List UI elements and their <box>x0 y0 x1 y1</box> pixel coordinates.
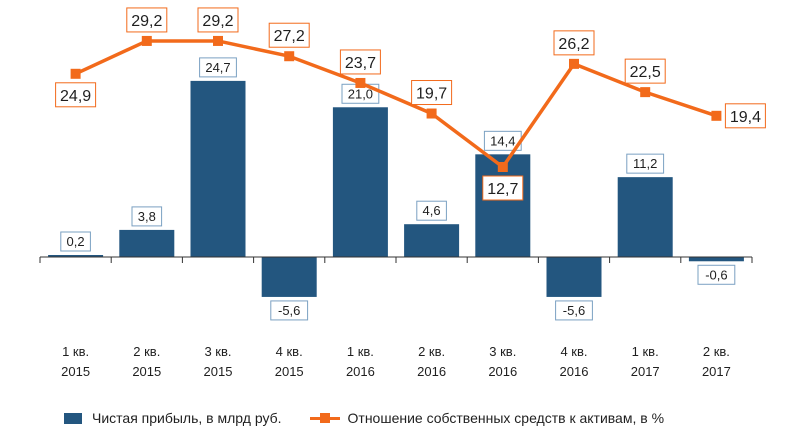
svg-text:19,7: 19,7 <box>416 86 447 103</box>
x-axis-labels: 1 кв. 2015 2 кв. 2015 3 кв. 2015 4 кв. 2015 1 кв… <box>61 344 731 379</box>
svg-text:4,6: 4,6 <box>423 203 441 218</box>
axis-ticks <box>39 257 753 263</box>
line-data-label: 23,7 <box>339 49 381 75</box>
line-series <box>70 35 722 172</box>
x-tick-label-quarter: 2 кв. <box>703 344 730 359</box>
x-tick-label-quarter: 1 кв. <box>62 344 89 359</box>
x-tick-label-quarter: 1 кв. <box>632 344 659 359</box>
line-marker <box>141 35 152 46</box>
bar <box>546 257 602 297</box>
line-marker <box>569 58 579 69</box>
svg-text:-5,6: -5,6 <box>563 303 585 318</box>
svg-text:0,2: 0,2 <box>67 234 85 249</box>
line-marker <box>213 35 223 46</box>
svg-text:19,4: 19,4 <box>730 109 761 126</box>
bar-data-label: 14,4 <box>483 130 522 151</box>
bar-value-labels: 0,2 3,8 24,7 -5,6 21,0 4,6 14,4 -5,6 11,2 -0,6 <box>60 57 736 321</box>
svg-text:24,7: 24,7 <box>205 60 230 75</box>
bar <box>688 257 744 262</box>
bar <box>617 177 673 257</box>
svg-text:12,7: 12,7 <box>487 181 518 198</box>
x-tick-label-year: 2015 <box>132 364 161 379</box>
legend-bar-label: Чистая прибыль, в млрд руб. <box>92 410 282 426</box>
bar-series <box>48 80 744 297</box>
x-tick-label-year: 2015 <box>61 364 90 379</box>
legend-bar-swatch <box>64 412 82 424</box>
x-tick-label-year: 2017 <box>631 364 660 379</box>
svg-text:-5,6: -5,6 <box>278 303 300 318</box>
svg-text:3,8: 3,8 <box>138 209 156 224</box>
line-data-label: 29,2 <box>126 7 168 33</box>
x-tick-label-quarter: 4 кв. <box>276 344 303 359</box>
legend-item-bars: Чистая прибыль, в млрд руб. <box>64 410 282 426</box>
line-data-label: 19,4 <box>724 103 766 129</box>
line-path <box>74 39 717 169</box>
legend: Чистая прибыль, в млрд руб. Отношение со… <box>64 410 692 426</box>
bar <box>190 80 246 257</box>
bar-data-label: 0,2 <box>60 231 91 252</box>
svg-text:27,2: 27,2 <box>274 28 305 45</box>
legend-item-line: Отношение собственных средств к активам,… <box>309 410 665 426</box>
svg-text:29,2: 29,2 <box>202 13 233 30</box>
bar-data-label: -0,6 <box>697 264 736 285</box>
bar-data-label: 11,2 <box>626 153 665 174</box>
bar <box>404 224 460 257</box>
line-marker <box>640 87 651 98</box>
line-data-label: 26,2 <box>553 30 595 56</box>
x-tick-label-quarter: 1 кв. <box>347 344 374 359</box>
bar <box>119 229 175 257</box>
x-tick-label-quarter: 3 кв. <box>204 344 231 359</box>
svg-text:-0,6: -0,6 <box>705 267 727 282</box>
line-data-label: 22,5 <box>624 58 666 84</box>
x-tick-label-quarter: 2 кв. <box>133 344 160 359</box>
line-marker <box>70 68 81 79</box>
x-tick-label-quarter: 3 кв. <box>489 344 516 359</box>
bar-data-label: 3,8 <box>131 206 163 227</box>
x-tick-label-quarter: 2 кв. <box>418 344 445 359</box>
line-marker <box>426 108 437 119</box>
line-data-label: 27,2 <box>268 22 310 48</box>
line-value-labels: 24,9 29,2 29,2 27,2 23,7 19,7 12,7 26,2 22,5 19,4 <box>55 7 766 201</box>
legend-line-label: Отношение собственных средств к активам,… <box>347 410 665 426</box>
svg-text:21,0: 21,0 <box>348 86 373 101</box>
line-data-label: 24,9 <box>55 82 97 108</box>
line-marker <box>355 77 366 88</box>
line-marker <box>711 110 722 121</box>
x-tick-label-year: 2015 <box>204 364 233 379</box>
bar-data-label: 4,6 <box>416 200 447 221</box>
svg-text:29,2: 29,2 <box>131 13 162 30</box>
bar-data-label: 24,7 <box>199 57 237 78</box>
svg-text:11,2: 11,2 <box>633 156 657 171</box>
line-data-label: 29,2 <box>197 7 239 33</box>
x-tick-label-year: 2016 <box>488 364 517 379</box>
bar <box>48 255 104 257</box>
line-data-label: 12,7 <box>482 175 524 201</box>
x-tick-label-year: 2016 <box>560 364 589 379</box>
legend-line-swatch <box>309 412 340 424</box>
line-marker <box>497 162 508 172</box>
bar-data-label: -5,6 <box>270 300 309 321</box>
line-marker <box>284 51 295 62</box>
svg-text:22,5: 22,5 <box>630 64 661 81</box>
x-tick-label-year: 2017 <box>702 364 731 379</box>
x-tick-label-quarter: 4 кв. <box>560 344 587 359</box>
svg-text:14,4: 14,4 <box>490 133 515 148</box>
svg-text:23,7: 23,7 <box>345 55 376 72</box>
svg-text:24,9: 24,9 <box>60 88 91 105</box>
x-tick-label-year: 2016 <box>417 364 446 379</box>
bar-data-label: -5,6 <box>555 300 593 321</box>
bar <box>261 257 317 297</box>
bar <box>332 107 388 258</box>
svg-text:26,2: 26,2 <box>558 36 589 53</box>
x-tick-label-year: 2016 <box>346 364 375 379</box>
x-tick-label-year: 2015 <box>275 364 304 379</box>
line-data-label: 19,7 <box>411 80 453 106</box>
